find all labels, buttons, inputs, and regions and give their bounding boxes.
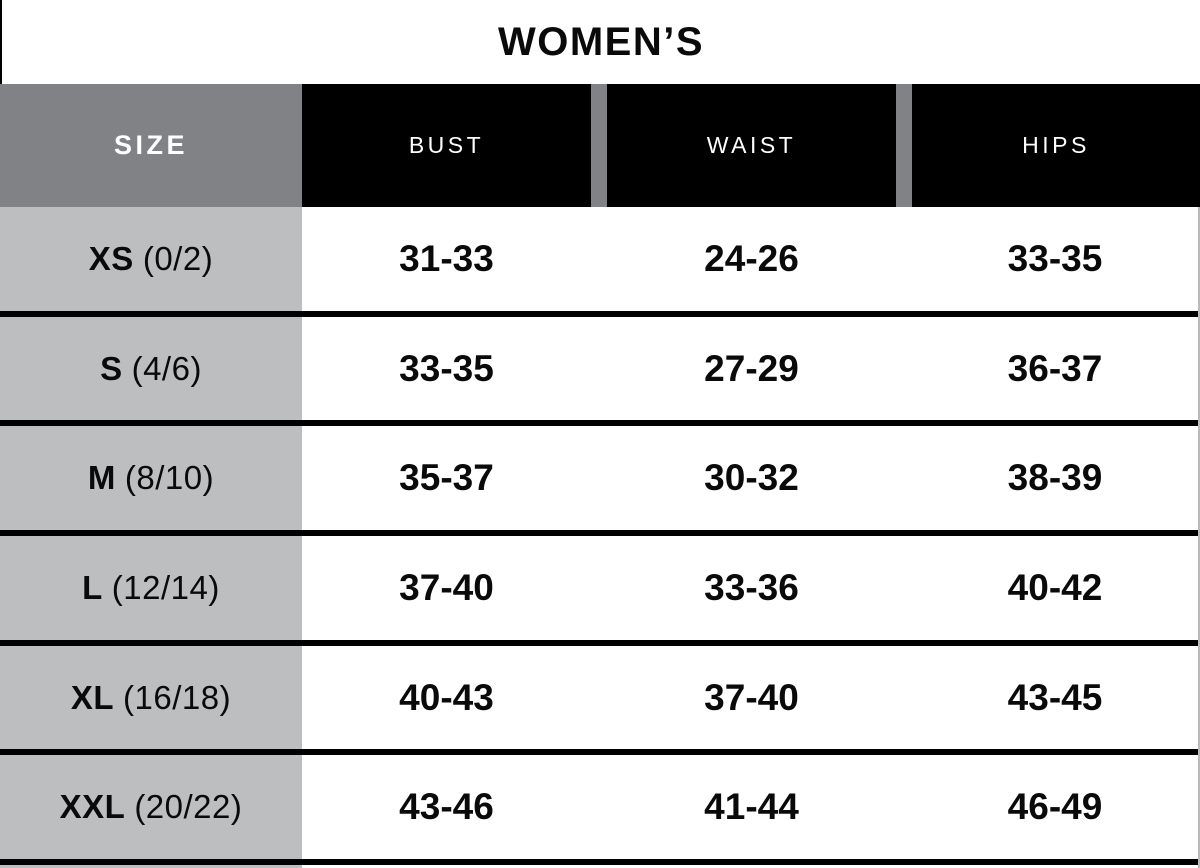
bottom-edge (0, 865, 1198, 868)
size-cell: S (4/6) (0, 316, 302, 421)
waist-value: 33-36 (607, 536, 896, 640)
header-gap (896, 84, 912, 207)
bust-value: 35-37 (302, 426, 591, 531)
column-spacer (591, 755, 607, 860)
column-spacer (896, 316, 912, 421)
column-spacer (896, 426, 912, 531)
column-spacer (591, 536, 607, 640)
size-label: S (100, 349, 123, 387)
column-spacer (591, 426, 607, 531)
table-header: SIZE BUST WAIST HIPS (0, 84, 1200, 207)
size-label: XS (88, 239, 134, 277)
size-label: M (87, 459, 116, 497)
table-row-l: L (12/14) 37-40 33-36 40-42 (0, 536, 1198, 646)
table-row-xs: XS (0/2) 31-33 24-26 33-35 (0, 207, 1198, 317)
column-spacer (896, 645, 912, 750)
bust-value: 43-46 (302, 755, 591, 860)
waist-value: 41-44 (607, 755, 896, 860)
size-cell: M (8/10) (0, 426, 302, 531)
table-row-xl: XL (16/18) 40-43 37-40 43-45 (0, 645, 1198, 756)
page-title: WOMEN’S (497, 19, 705, 64)
table-body: XS (0/2) 31-33 24-26 33-35 S (4/6) 33-35… (0, 207, 1200, 868)
waist-value: 30-32 (607, 426, 896, 531)
waist-value: 24-26 (607, 207, 896, 311)
size-detail: (20/22) (134, 788, 243, 826)
size-cell: XS (0/2) (0, 207, 302, 311)
bottom-edge-white (302, 865, 1198, 868)
hips-value: 38-39 (912, 426, 1198, 531)
header-size: SIZE (0, 84, 302, 207)
header-hips: HIPS (912, 84, 1200, 207)
column-spacer (591, 645, 607, 750)
hips-value: 43-45 (912, 645, 1198, 750)
size-detail: (8/10) (124, 459, 215, 497)
size-label: XXL (59, 788, 126, 826)
column-spacer (896, 755, 912, 860)
column-spacer (591, 316, 607, 421)
waist-value: 27-29 (607, 316, 896, 421)
size-detail: (12/14) (111, 568, 220, 606)
table-row-m: M (8/10) 35-37 30-32 38-39 (0, 426, 1198, 537)
header-bust: BUST (302, 84, 591, 207)
bust-value: 40-43 (302, 645, 591, 750)
waist-value: 37-40 (607, 645, 896, 750)
size-label: L (82, 568, 103, 606)
bust-value: 33-35 (302, 316, 591, 421)
size-detail: (16/18) (123, 678, 232, 716)
table-row-s: S (4/6) 33-35 27-29 36-37 (0, 316, 1198, 427)
size-cell: XXL (20/22) (0, 755, 302, 860)
column-spacer (591, 207, 607, 311)
title-banner: WOMEN’S (0, 0, 1200, 84)
header-waist: WAIST (607, 84, 896, 207)
hips-value: 46-49 (912, 755, 1198, 860)
size-detail: (4/6) (131, 349, 202, 387)
table-row-xxl: XXL (20/22) 43-46 41-44 46-49 (0, 755, 1198, 866)
column-spacer (896, 536, 912, 640)
size-cell: L (12/14) (0, 536, 302, 640)
size-detail: (0/2) (142, 239, 214, 277)
bust-value: 37-40 (302, 536, 591, 640)
header-gap (591, 84, 607, 207)
bottom-edge-gray (0, 865, 302, 868)
size-label: XL (70, 678, 115, 716)
size-cell: XL (16/18) (0, 645, 302, 750)
bust-value: 31-33 (302, 207, 591, 311)
hips-value: 36-37 (912, 316, 1198, 421)
hips-value: 33-35 (912, 207, 1198, 311)
hips-value: 40-42 (912, 536, 1198, 640)
column-spacer (896, 207, 912, 311)
